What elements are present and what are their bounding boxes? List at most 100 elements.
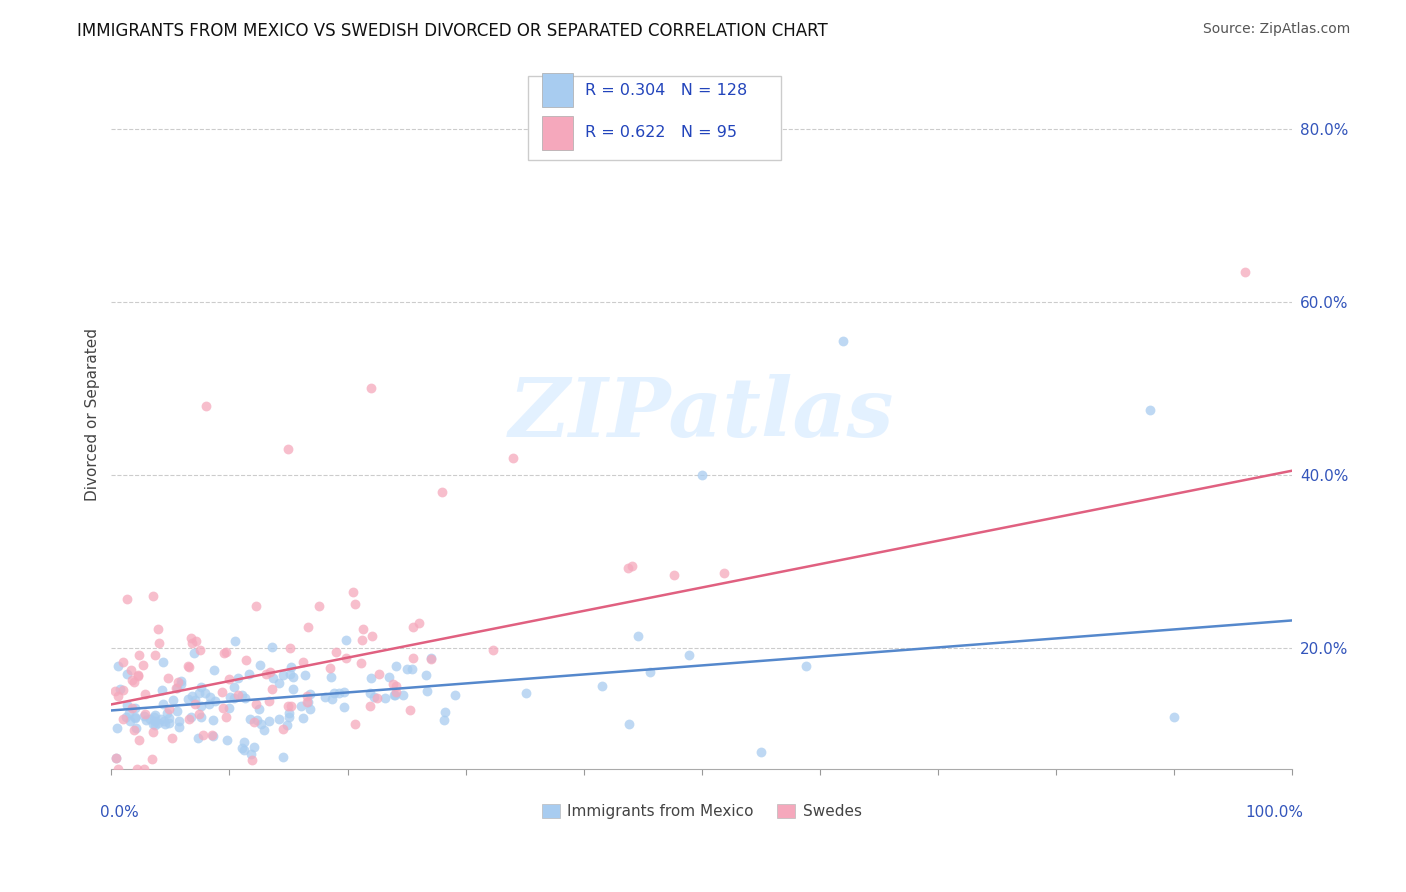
Point — [419, 651, 441, 665]
Point — [1163, 710, 1185, 724]
FancyBboxPatch shape — [529, 76, 780, 161]
Point — [352, 622, 374, 636]
Point — [177, 712, 200, 726]
Point — [108, 682, 131, 697]
Point — [381, 677, 404, 691]
Point — [280, 659, 302, 673]
Point — [402, 650, 425, 665]
Point — [115, 710, 138, 724]
Point — [228, 671, 250, 685]
Text: R = 0.622   N = 95: R = 0.622 N = 95 — [585, 125, 737, 140]
Point — [184, 693, 207, 707]
Point — [233, 735, 256, 749]
Point — [177, 692, 200, 706]
Point — [157, 702, 180, 716]
Point — [314, 690, 336, 705]
Point — [368, 666, 391, 681]
Point — [280, 698, 302, 713]
Legend: Immigrants from Mexico, Swedes: Immigrants from Mexico, Swedes — [536, 798, 868, 825]
Text: IMMIGRANTS FROM MEXICO VS SWEDISH DIVORCED OR SEPARATED CORRELATION CHART: IMMIGRANTS FROM MEXICO VS SWEDISH DIVORC… — [77, 22, 828, 40]
Point — [124, 710, 146, 724]
Point — [591, 679, 613, 693]
Point — [319, 661, 342, 675]
Point — [217, 733, 239, 747]
Point — [180, 636, 202, 650]
Point — [713, 566, 735, 580]
Point — [166, 704, 188, 718]
Point — [142, 710, 165, 724]
Point — [278, 667, 301, 681]
Point — [176, 659, 198, 673]
Point — [143, 718, 166, 732]
Point — [408, 615, 430, 630]
Point — [298, 687, 321, 701]
Point — [134, 708, 156, 723]
Point — [201, 713, 224, 727]
Text: 100.0%: 100.0% — [1246, 805, 1303, 820]
Point — [396, 663, 419, 677]
Point — [277, 706, 299, 720]
Point — [620, 559, 643, 574]
Point — [502, 450, 524, 465]
Point — [191, 728, 214, 742]
Point — [398, 703, 420, 717]
Point — [271, 749, 294, 764]
Point — [112, 713, 135, 727]
Point — [219, 690, 242, 704]
Point — [198, 690, 221, 705]
Point — [238, 666, 260, 681]
Point — [363, 690, 385, 705]
Point — [157, 715, 180, 730]
Point — [122, 675, 145, 690]
Point — [152, 697, 174, 711]
Point — [181, 689, 204, 703]
Point — [194, 399, 217, 413]
Point — [138, 712, 160, 726]
Point — [167, 720, 190, 734]
Point — [374, 691, 396, 706]
Point — [482, 643, 505, 657]
FancyBboxPatch shape — [543, 73, 574, 107]
Point — [190, 698, 212, 713]
Point — [145, 714, 167, 728]
Point — [276, 718, 298, 732]
Point — [281, 681, 304, 696]
Point — [678, 648, 700, 662]
Point — [401, 662, 423, 676]
Point — [321, 670, 343, 684]
Point — [141, 752, 163, 766]
Point — [142, 725, 165, 739]
Point — [377, 670, 399, 684]
Point — [247, 702, 270, 716]
Point — [180, 710, 202, 724]
Point — [382, 688, 405, 702]
Point — [297, 695, 319, 709]
Point — [188, 685, 211, 699]
Point — [277, 710, 299, 724]
Point — [148, 635, 170, 649]
Point — [233, 691, 256, 706]
Point — [359, 698, 381, 713]
Point — [419, 651, 441, 665]
Point — [157, 711, 180, 725]
Point — [384, 679, 406, 693]
Point — [295, 695, 318, 709]
Point — [290, 698, 312, 713]
Point — [180, 631, 202, 645]
Point — [298, 702, 321, 716]
Point — [224, 691, 246, 706]
Point — [127, 668, 149, 682]
Point — [402, 619, 425, 633]
Point — [125, 721, 148, 735]
Point — [215, 644, 238, 658]
Point — [343, 717, 366, 731]
Point — [323, 686, 346, 700]
Point — [271, 722, 294, 736]
Point — [124, 711, 146, 725]
Point — [115, 667, 138, 681]
Point — [105, 721, 128, 735]
Point — [142, 589, 165, 603]
Point — [277, 698, 299, 713]
Text: ZIPatlas: ZIPatlas — [509, 375, 894, 454]
Point — [149, 712, 172, 726]
